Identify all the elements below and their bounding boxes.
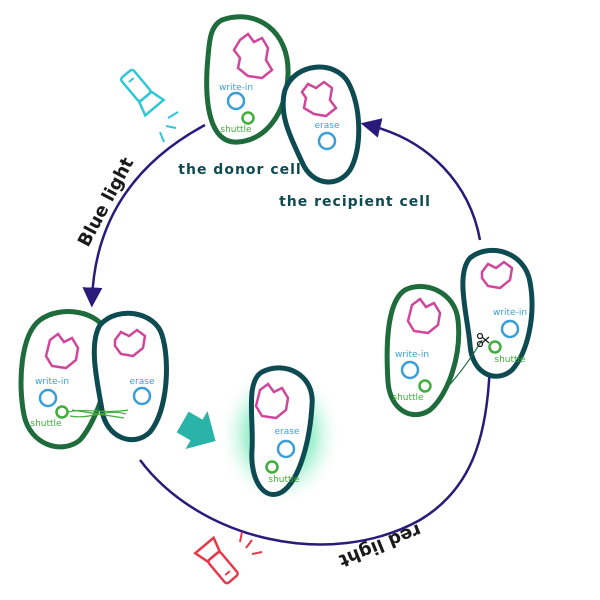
shuttle-label: shuttle	[392, 393, 424, 403]
scissors-icon	[476, 332, 490, 348]
recipient-cell-label: the recipient cell	[279, 194, 431, 210]
recipient-cell: erase	[91, 310, 169, 443]
shuttle-label: shuttle	[30, 419, 62, 429]
light-rays-blue	[159, 111, 179, 143]
glowing-recipient-cell: erase shuttle	[218, 363, 342, 507]
donor-cell: write-in shuttle	[384, 284, 462, 418]
chromosome-icon	[406, 297, 442, 335]
chromosome-icon	[300, 80, 338, 118]
cycle-arrows	[82, 118, 500, 546]
erase-plasmid	[132, 386, 152, 406]
shuttle-plasmid	[241, 111, 255, 125]
write-in-label: write-in	[35, 377, 69, 387]
erase-label: erase	[275, 427, 300, 437]
shuttle-plasmid	[488, 340, 502, 354]
write-in-label: write-in	[219, 83, 253, 93]
shuttle-plasmid	[55, 405, 69, 419]
shuttle-plasmid	[418, 379, 432, 393]
chromosome-icon	[480, 260, 514, 290]
left-cell-pair: write-in shuttle erase	[18, 309, 169, 450]
donor-cell-label: the donor cell	[178, 162, 301, 178]
chromosome-icon	[44, 332, 80, 370]
write-in-plasmid	[38, 388, 58, 408]
write-in-label: write-in	[395, 350, 429, 360]
shuttle-plasmid	[265, 460, 279, 474]
write-in-plasmid	[226, 91, 246, 111]
chromosome-icon	[113, 328, 147, 358]
erase-plasmid	[317, 131, 337, 151]
donor-cell: write-in shuttle	[18, 309, 113, 450]
right-cell-pair: write-in shuttle write-in shuttle	[384, 247, 535, 418]
flashlight-red-icon	[193, 535, 239, 585]
write-in-plasmid	[500, 319, 520, 339]
flashlight-blue-icon	[119, 68, 166, 118]
blue-light-label: Blue light	[74, 154, 139, 251]
red-light-label: red light	[335, 519, 424, 571]
recipient-cell: write-in shuttle	[460, 247, 535, 379]
arrow-blue-light-phase	[82, 123, 206, 308]
top-cell-pair: write-in shuttle erase the donor cell th…	[178, 14, 431, 210]
chromosome-icon	[232, 32, 274, 80]
write-in-label: write-in	[493, 308, 527, 318]
conjugation-bridge	[67, 409, 129, 419]
donor-cell: write-in shuttle	[204, 14, 291, 145]
erase-label: erase	[315, 121, 340, 131]
chromosome-icon	[254, 382, 290, 420]
erase-plasmid	[276, 439, 296, 459]
write-in-plasmid	[400, 360, 420, 380]
erase-label: erase	[130, 377, 155, 387]
arrow-return-phase	[360, 118, 482, 241]
transfer-arrow-icon	[176, 410, 216, 450]
recipient-cell: erase	[280, 64, 362, 185]
light-rays-red	[239, 531, 263, 555]
shuttle-label: shuttle	[268, 475, 300, 485]
shuttle-label: shuttle	[494, 355, 526, 365]
shuttle-label: shuttle	[220, 125, 252, 135]
arrow-red-light-phase	[139, 352, 500, 546]
